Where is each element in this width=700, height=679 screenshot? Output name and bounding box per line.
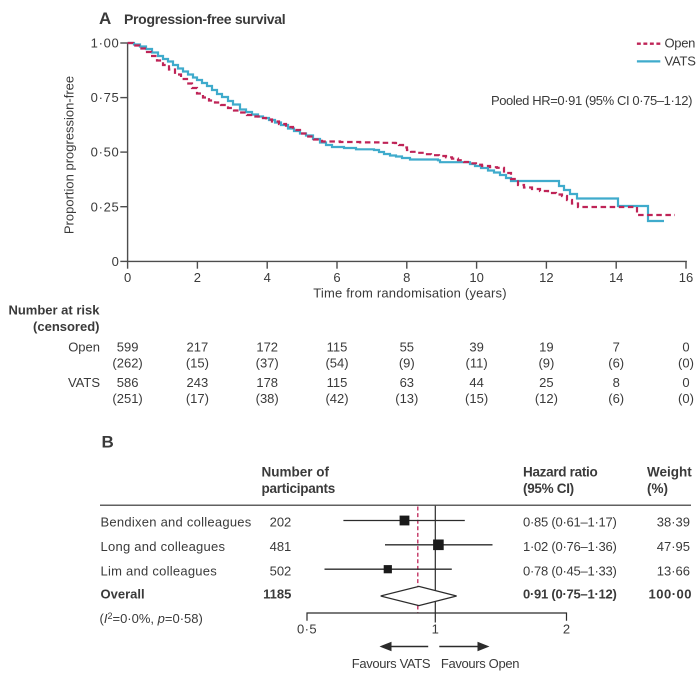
svg-text:Favours Open: Favours Open (441, 656, 519, 671)
svg-text:14: 14 (609, 270, 623, 285)
svg-text:(42): (42) (325, 391, 348, 406)
svg-text:(9): (9) (399, 356, 415, 371)
svg-text:(11): (11) (466, 356, 488, 371)
svg-text:(54): (54) (325, 356, 348, 371)
svg-text:63: 63 (400, 375, 414, 390)
svg-text:115: 115 (327, 375, 348, 390)
svg-text:Weight: Weight (647, 465, 692, 480)
svg-text:(17): (17) (186, 391, 209, 406)
svg-text:0·25: 0·25 (91, 199, 120, 214)
svg-text:participants: participants (262, 481, 336, 496)
svg-text:VATS: VATS (68, 375, 100, 390)
svg-text:Time from randomisation (years: Time from randomisation (years) (313, 286, 507, 301)
svg-text:Lim and colleagues: Lim and colleagues (101, 563, 218, 578)
svg-text:0·75: 0·75 (91, 90, 120, 105)
svg-text:Bendixen and colleagues: Bendixen and colleagues (101, 515, 252, 530)
svg-text:(9): (9) (538, 356, 554, 371)
svg-text:0: 0 (682, 375, 689, 390)
svg-text:8: 8 (403, 270, 410, 285)
svg-text:4: 4 (264, 270, 271, 285)
svg-text:0: 0 (682, 340, 689, 355)
svg-text:(37): (37) (256, 356, 279, 371)
svg-text:Favours VATS: Favours VATS (352, 656, 431, 671)
svg-text:Hazard ratio: Hazard ratio (523, 465, 597, 480)
svg-text:(12): (12) (535, 391, 558, 406)
svg-text:0·50: 0·50 (91, 145, 120, 160)
svg-text:1·02 (0·76–1·36): 1·02 (0·76–1·36) (523, 539, 617, 554)
svg-text:243: 243 (187, 375, 209, 390)
svg-text:(I2=0·0%, p=0·58): (I2=0·0%, p=0·58) (100, 611, 203, 626)
svg-text:VATS: VATS (665, 53, 697, 68)
svg-text:100·00: 100·00 (649, 587, 692, 602)
svg-text:2: 2 (563, 622, 570, 637)
svg-text:178: 178 (256, 375, 278, 390)
svg-text:39: 39 (469, 340, 483, 355)
svg-text:(15): (15) (186, 356, 209, 371)
svg-text:(%): (%) (647, 481, 668, 496)
svg-text:599: 599 (117, 340, 139, 355)
svg-text:(censored): (censored) (33, 319, 99, 334)
svg-text:10: 10 (469, 270, 483, 285)
svg-text:0·85 (0·61–1·17): 0·85 (0·61–1·17) (523, 515, 617, 530)
svg-text:A: A (99, 9, 111, 28)
svg-text:12: 12 (539, 270, 553, 285)
svg-text:Progression-free survival: Progression-free survival (124, 11, 285, 27)
svg-text:115: 115 (327, 340, 348, 355)
svg-text:202: 202 (270, 515, 292, 530)
svg-text:Proportion progression-free: Proportion progression-free (62, 76, 77, 234)
svg-text:172: 172 (256, 340, 278, 355)
svg-text:(13): (13) (395, 391, 418, 406)
svg-text:47·95: 47·95 (657, 539, 690, 554)
svg-text:7: 7 (613, 340, 620, 355)
svg-text:Open: Open (665, 36, 696, 51)
svg-text:(0): (0) (678, 391, 694, 406)
svg-text:Pooled HR=0·91 (95% CI 0·75–1·: Pooled HR=0·91 (95% CI 0·75–1·12) (491, 93, 692, 108)
svg-text:(38): (38) (256, 391, 279, 406)
svg-text:502: 502 (270, 563, 292, 578)
svg-text:1: 1 (432, 622, 439, 637)
svg-text:481: 481 (270, 539, 292, 554)
svg-text:0·78 (0·45–1·33): 0·78 (0·45–1·33) (523, 563, 617, 578)
svg-text:B: B (102, 433, 114, 452)
svg-text:25: 25 (539, 375, 553, 390)
svg-text:(95% CI): (95% CI) (523, 481, 574, 496)
svg-text:0: 0 (124, 270, 131, 285)
svg-text:Long and colleagues: Long and colleagues (101, 539, 226, 554)
svg-text:38·39: 38·39 (657, 515, 690, 530)
svg-text:Open: Open (68, 340, 100, 355)
svg-text:(251): (251) (112, 391, 142, 406)
svg-text:217: 217 (187, 340, 209, 355)
svg-text:1185: 1185 (263, 587, 291, 602)
svg-text:13·66: 13·66 (657, 563, 690, 578)
svg-text:6: 6 (333, 270, 340, 285)
svg-text:19: 19 (539, 340, 553, 355)
svg-text:(6): (6) (608, 356, 624, 371)
svg-text:55: 55 (400, 340, 414, 355)
svg-text:8: 8 (613, 375, 620, 390)
svg-text:(6): (6) (608, 391, 624, 406)
svg-text:Number of: Number of (262, 465, 330, 480)
svg-text:2: 2 (194, 270, 201, 285)
svg-text:1·00: 1·00 (91, 36, 120, 51)
svg-text:(262): (262) (112, 356, 142, 371)
svg-text:44: 44 (469, 375, 483, 390)
svg-text:0·91 (0·75–1·12): 0·91 (0·75–1·12) (523, 587, 617, 602)
svg-text:0: 0 (112, 254, 120, 269)
svg-text:Number at risk: Number at risk (8, 303, 100, 318)
svg-text:586: 586 (117, 375, 139, 390)
svg-text:16: 16 (679, 270, 693, 285)
svg-text:0·5: 0·5 (297, 622, 317, 637)
svg-text:(15): (15) (465, 391, 488, 406)
svg-text:(0): (0) (678, 356, 694, 371)
svg-text:Overall: Overall (101, 587, 145, 602)
